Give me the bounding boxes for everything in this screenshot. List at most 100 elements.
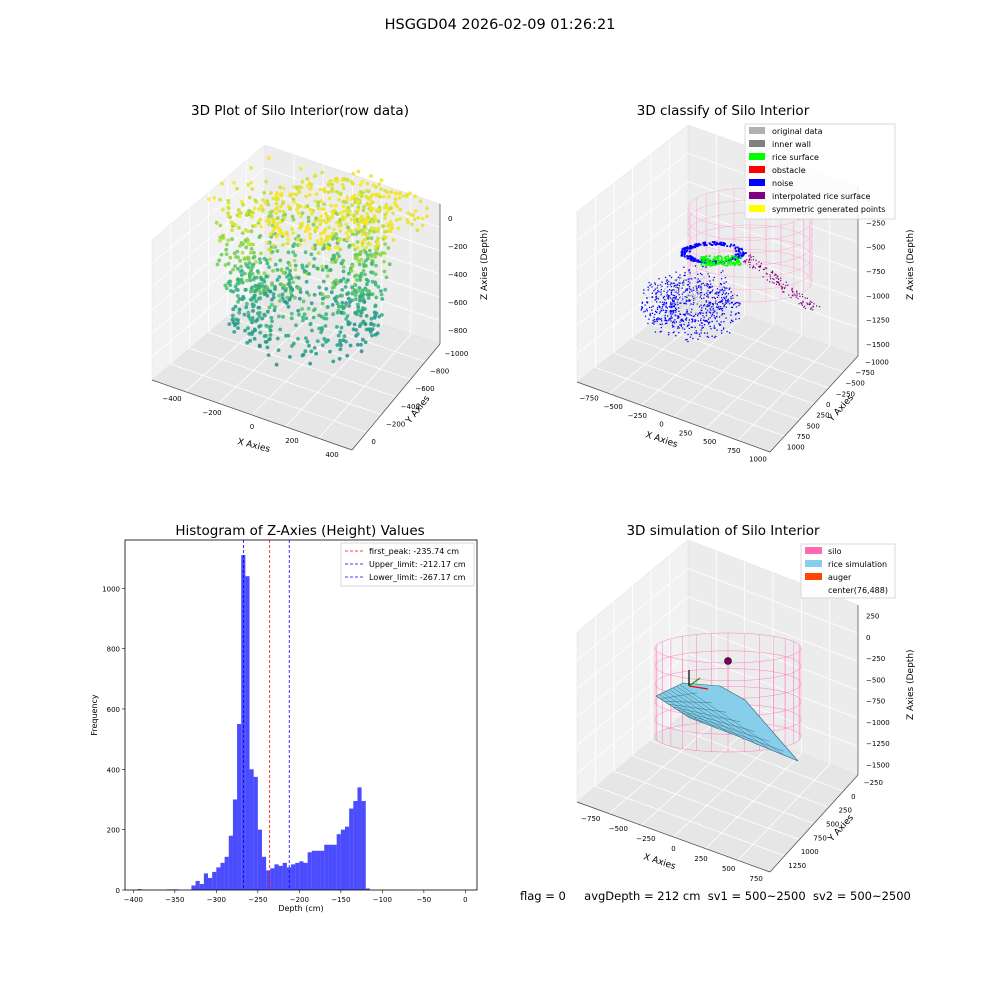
data-point bbox=[317, 285, 322, 290]
data-point bbox=[286, 250, 291, 255]
data-point bbox=[344, 317, 349, 321]
legend-swatch bbox=[805, 547, 822, 554]
data-point bbox=[242, 256, 247, 261]
data-point bbox=[260, 316, 265, 321]
data-point bbox=[336, 281, 340, 285]
data-point bbox=[218, 223, 223, 228]
data-point bbox=[301, 318, 305, 323]
status-footer: flag = 0 avgDepth = 212 cm sv1 = 500~250… bbox=[520, 889, 911, 903]
data-point bbox=[315, 239, 320, 243]
data-point bbox=[301, 315, 305, 320]
data-point bbox=[331, 359, 336, 364]
data-point bbox=[338, 347, 343, 352]
sv2-text: sv2 = 500~2500 bbox=[812, 889, 911, 903]
data-point bbox=[309, 349, 314, 354]
legend-swatch bbox=[805, 573, 822, 580]
data-point bbox=[373, 272, 378, 277]
data-point bbox=[278, 258, 283, 263]
data-point bbox=[348, 300, 352, 304]
data-point bbox=[347, 271, 351, 276]
data-point bbox=[291, 217, 296, 222]
data-point bbox=[231, 320, 236, 325]
data-point bbox=[275, 216, 280, 221]
data-point bbox=[238, 244, 242, 248]
data-point bbox=[373, 332, 378, 337]
data-point bbox=[286, 304, 291, 309]
data-point bbox=[223, 263, 228, 267]
data-point bbox=[326, 294, 331, 299]
data-point bbox=[377, 314, 382, 319]
data-point bbox=[337, 304, 341, 309]
data-point bbox=[369, 316, 374, 321]
center-marker bbox=[724, 657, 732, 665]
data-point bbox=[340, 304, 344, 309]
data-point bbox=[268, 328, 273, 333]
data-point bbox=[308, 361, 313, 366]
data-point bbox=[230, 237, 235, 242]
data-point bbox=[344, 301, 348, 305]
data-point bbox=[358, 274, 362, 278]
data-point bbox=[223, 283, 228, 288]
legend-label: center(76,488) bbox=[828, 586, 888, 595]
data-point bbox=[269, 324, 273, 329]
data-point bbox=[262, 271, 267, 276]
data-point bbox=[337, 254, 341, 259]
data-point bbox=[304, 279, 309, 284]
data-point bbox=[351, 171, 356, 176]
data-point bbox=[266, 353, 271, 357]
data-point bbox=[297, 312, 301, 317]
data-point bbox=[362, 204, 366, 209]
data-point bbox=[240, 250, 245, 255]
data-point bbox=[237, 281, 241, 286]
data-point bbox=[249, 247, 254, 251]
data-point bbox=[282, 299, 287, 303]
data-point bbox=[262, 279, 267, 284]
data-point bbox=[364, 194, 369, 199]
data-point bbox=[353, 253, 358, 257]
x-axis-line bbox=[151, 379, 353, 451]
data-point bbox=[267, 305, 272, 310]
data-point bbox=[330, 231, 335, 236]
data-point bbox=[281, 271, 286, 275]
data-point bbox=[347, 304, 351, 308]
data-point bbox=[227, 322, 232, 326]
data-point bbox=[354, 232, 359, 237]
data-point bbox=[277, 314, 281, 319]
data-point bbox=[296, 234, 301, 238]
data-point bbox=[383, 242, 387, 247]
data-point bbox=[228, 255, 233, 260]
data-point bbox=[288, 355, 292, 359]
data-point bbox=[338, 247, 343, 252]
data-point bbox=[340, 288, 345, 292]
data-point bbox=[380, 224, 385, 229]
x-tick-label: 500 bbox=[722, 865, 735, 873]
data-point bbox=[300, 211, 305, 216]
data-point bbox=[361, 268, 366, 273]
data-point bbox=[261, 288, 266, 293]
data-point bbox=[290, 214, 295, 219]
data-point bbox=[272, 308, 277, 313]
data-point bbox=[370, 333, 374, 338]
data-point bbox=[257, 284, 262, 288]
data-point bbox=[289, 316, 294, 321]
data-point bbox=[269, 302, 274, 307]
data-point bbox=[363, 272, 367, 277]
x-tick-label: 0 bbox=[671, 845, 675, 853]
data-point bbox=[226, 206, 231, 211]
data-point bbox=[253, 289, 258, 294]
data-point bbox=[246, 310, 251, 315]
data-point bbox=[277, 275, 282, 279]
data-point bbox=[339, 279, 343, 284]
data-point bbox=[352, 274, 357, 279]
data-point bbox=[344, 339, 348, 344]
data-point bbox=[369, 174, 373, 178]
data-point bbox=[207, 197, 211, 202]
data-point bbox=[298, 167, 303, 171]
data-point bbox=[235, 294, 240, 298]
data-point bbox=[324, 340, 328, 344]
x-tick-label: 750 bbox=[750, 875, 763, 883]
data-point bbox=[376, 323, 381, 328]
data-point bbox=[304, 264, 309, 269]
data-point bbox=[285, 241, 290, 246]
